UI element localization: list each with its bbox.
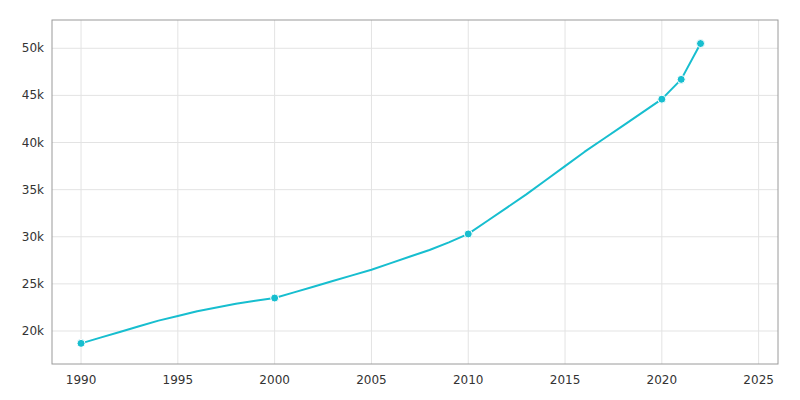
plot-background <box>52 20 778 364</box>
marker <box>658 95 666 103</box>
y-tick-label: 45k <box>22 88 44 102</box>
y-tick-label: 35k <box>22 183 44 197</box>
grid-line-x <box>274 20 275 364</box>
x-tick-label: 2020 <box>647 373 678 387</box>
marker <box>677 75 685 83</box>
x-tick-label: 1990 <box>66 373 97 387</box>
line <box>81 44 701 344</box>
grid <box>52 20 778 364</box>
data-area <box>77 40 705 348</box>
y-tick-label: 20k <box>22 324 44 338</box>
grid-line-x <box>81 20 82 364</box>
marker <box>697 40 705 48</box>
plot-frame <box>52 20 778 364</box>
x-tick-label: 2010 <box>453 373 484 387</box>
x-tick-label: 2005 <box>356 373 387 387</box>
grid-line-y <box>52 331 778 332</box>
tick-labels: 1990 1995 2000 2005 2010 2015 2020 2025 20k 25k 30… <box>22 41 774 387</box>
grid-line-x <box>565 20 566 364</box>
marker <box>77 339 85 347</box>
y-tick-label: 50k <box>22 41 44 55</box>
y-tick-label: 30k <box>22 230 44 244</box>
grid-line-y <box>52 95 778 96</box>
x-tick-label: 1995 <box>163 373 194 387</box>
grid-line-y <box>52 283 778 284</box>
grid-line-x <box>371 20 372 364</box>
y-tick-label: 40k <box>22 136 44 150</box>
marker <box>464 230 472 238</box>
grid-line-x <box>177 20 178 364</box>
x-tick-label: 2025 <box>743 373 774 387</box>
chart: 1990 1995 2000 2005 2010 2015 2020 2025 20k 25k 30… <box>0 0 800 400</box>
grid-line-y <box>52 48 778 49</box>
grid-line-x <box>758 20 759 364</box>
marker <box>271 294 279 302</box>
grid-line-y <box>52 236 778 237</box>
x-tick-label: 2015 <box>550 373 581 387</box>
x-tick-label: 2000 <box>259 373 290 387</box>
grid-line-x <box>661 20 662 364</box>
grid-line-y <box>52 189 778 190</box>
y-tick-label: 25k <box>22 277 44 291</box>
grid-line-x <box>468 20 469 364</box>
grid-line-y <box>52 142 778 143</box>
